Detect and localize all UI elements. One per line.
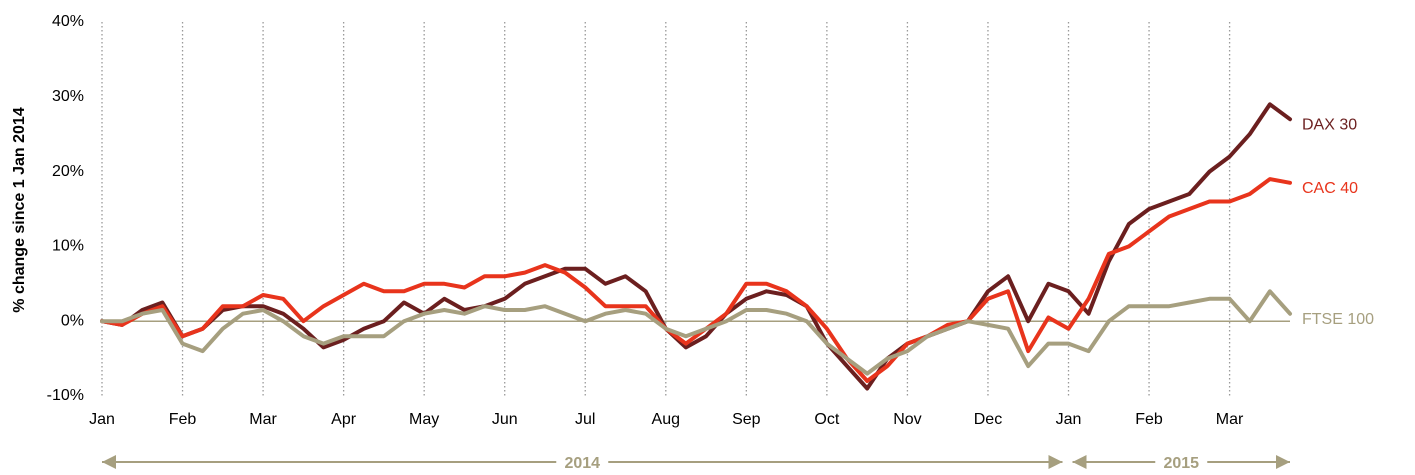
x-tick-label: Jan: [89, 411, 115, 428]
year-label: 2015: [1163, 455, 1199, 472]
x-tick-label: May: [409, 411, 439, 428]
year-label: 2014: [564, 455, 600, 472]
x-tick-label: Mar: [1216, 411, 1244, 428]
x-tick-label: Nov: [893, 411, 921, 428]
x-tick-label: Aug: [652, 411, 680, 428]
series-line: [100, 102, 1292, 391]
x-tick-label: Dec: [974, 411, 1002, 428]
y-tick-label: 10%: [52, 238, 84, 255]
x-tick-label: Mar: [249, 411, 277, 428]
year-label-bg: [556, 452, 609, 472]
series-label: DAX 30: [1302, 116, 1357, 133]
x-tick-label: Oct: [814, 411, 839, 428]
series-line: [100, 177, 1292, 383]
x-tick-label: Sep: [732, 411, 761, 428]
series-label: CAC 40: [1302, 180, 1358, 197]
arrow-head: [102, 455, 116, 469]
arrow-head: [1276, 455, 1290, 469]
x-tick-label: Jun: [492, 411, 518, 428]
x-tick-label: Apr: [331, 411, 357, 428]
x-tick-label: Feb: [1135, 411, 1163, 428]
x-tick-label: Feb: [169, 411, 197, 428]
y-tick-label: 0%: [61, 312, 84, 329]
x-tick-label: Jan: [1056, 411, 1082, 428]
series-label: FTSE 100: [1302, 311, 1374, 328]
year-label-bg: [1155, 452, 1208, 472]
y-tick-label: 30%: [52, 88, 84, 105]
y-tick-label: -10%: [47, 387, 84, 404]
series-line: [100, 289, 1292, 376]
arrow-head: [1072, 455, 1087, 469]
arrow-head: [1048, 455, 1063, 469]
y-axis-label: % change since 1 Jan 2014: [11, 107, 28, 313]
y-tick-label: 40%: [52, 13, 84, 30]
y-tick-label: 20%: [52, 163, 84, 180]
x-tick-label: Jul: [575, 411, 595, 428]
